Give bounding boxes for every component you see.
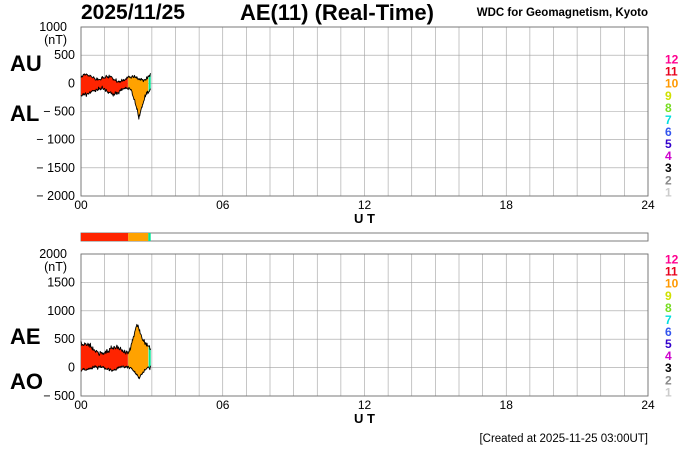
svg-text:1500: 1500 (47, 275, 75, 289)
svg-text:− 1500: − 1500 (36, 161, 75, 175)
svg-text:24: 24 (641, 398, 655, 412)
svg-text:U T: U T (354, 211, 375, 226)
svg-text:06: 06 (216, 398, 230, 412)
svg-text:12: 12 (358, 398, 372, 412)
svg-text:24: 24 (641, 198, 655, 212)
svg-text:[Created at 2025-11-25 03:00UT: [Created at 2025-11-25 03:00UT] (479, 433, 648, 445)
svg-text:2000: 2000 (39, 247, 67, 261)
svg-text:U T: U T (354, 411, 375, 426)
svg-text:AO: AO (10, 369, 43, 394)
svg-text:(nT): (nT) (44, 260, 67, 274)
svg-text:18: 18 (500, 398, 514, 412)
svg-text:0: 0 (68, 361, 75, 375)
svg-text:WDC for Geomagnetism, Kyoto: WDC for Geomagnetism, Kyoto (477, 7, 648, 19)
svg-text:500: 500 (54, 332, 75, 346)
svg-text:12: 12 (358, 198, 372, 212)
svg-text:(nT): (nT) (44, 33, 67, 47)
svg-text:− 1000: − 1000 (36, 133, 75, 147)
svg-text:1000: 1000 (39, 20, 67, 34)
svg-text:1: 1 (665, 385, 672, 399)
svg-text:06: 06 (216, 198, 230, 212)
svg-text:AU: AU (10, 51, 42, 76)
svg-text:AE(11) (Real-Time): AE(11) (Real-Time) (240, 0, 434, 25)
svg-text:− 2000: − 2000 (36, 189, 75, 203)
svg-text:500: 500 (54, 48, 75, 62)
svg-text:− 500: − 500 (43, 105, 75, 119)
svg-text:AL: AL (10, 101, 39, 126)
svg-text:0: 0 (68, 76, 75, 90)
svg-text:1: 1 (665, 185, 672, 199)
svg-text:− 500: − 500 (43, 389, 75, 403)
svg-text:2025/11/25: 2025/11/25 (81, 1, 185, 24)
svg-text:1000: 1000 (47, 304, 75, 318)
svg-text:00: 00 (74, 398, 88, 412)
svg-text:18: 18 (500, 198, 514, 212)
svg-text:00: 00 (74, 198, 88, 212)
svg-text:AE: AE (10, 324, 41, 349)
